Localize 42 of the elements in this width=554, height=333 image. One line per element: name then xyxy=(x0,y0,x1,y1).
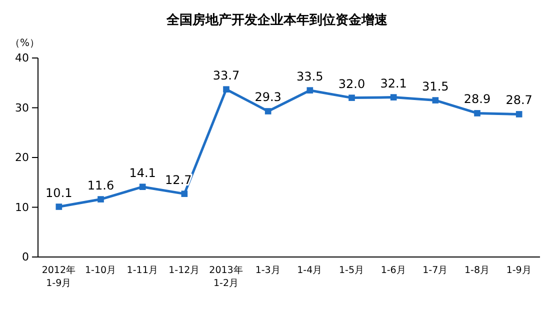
x-tick-label: 1-6月 xyxy=(380,265,406,276)
y-axis-title: （%） xyxy=(10,38,40,49)
data-label: 28.7 xyxy=(506,93,532,108)
x-tick-label: 2012年 1-9月 xyxy=(42,264,76,289)
point xyxy=(306,87,314,94)
point xyxy=(390,94,397,100)
chart-title: 全国房地产开发企业本年到位资金增速 xyxy=(166,12,388,28)
data-label: 33.7 xyxy=(212,68,240,82)
x-tick-label: 1-10月 xyxy=(84,265,117,276)
x-tick-label: 1-5月 xyxy=(338,265,365,276)
data-label: 31.5 xyxy=(422,79,449,94)
x-tick-label: 1-7月 xyxy=(422,265,448,276)
point xyxy=(56,204,62,210)
y-tick-label: 0 xyxy=(22,250,29,264)
data-label: 33.5 xyxy=(296,69,324,84)
point xyxy=(432,97,439,104)
x-tick-label: 1-9月 xyxy=(506,265,532,276)
point xyxy=(223,86,230,93)
x-tick-label: 1-4月 xyxy=(297,265,323,276)
data-label: 14.1 xyxy=(129,166,156,180)
x-tick-label: 1-12月 xyxy=(168,265,200,276)
point xyxy=(516,111,522,118)
data-label: 28.9 xyxy=(464,92,491,106)
data-label: 11.6 xyxy=(87,178,114,192)
x-tick-label: 1-8月 xyxy=(464,265,490,276)
data-label: 10.1 xyxy=(46,186,72,200)
point xyxy=(181,190,188,197)
point xyxy=(139,184,146,190)
point xyxy=(474,110,480,116)
x-tick-label: 2013年 1-2月 xyxy=(209,264,244,289)
point xyxy=(264,108,272,114)
y-tick-label: 30 xyxy=(15,101,29,114)
y-tick-label: 10 xyxy=(15,200,29,214)
data-label: 32.0 xyxy=(338,76,366,91)
y-tick-label: 40 xyxy=(15,52,29,65)
x-tick-label: 1-11月 xyxy=(126,265,158,276)
data-label: 29.3 xyxy=(254,90,282,104)
data-label: 32.1 xyxy=(380,76,407,90)
y-tick-label: 20 xyxy=(15,151,29,164)
x-tick-label: 1-3月 xyxy=(255,265,281,276)
point xyxy=(348,94,355,101)
point xyxy=(98,196,104,202)
